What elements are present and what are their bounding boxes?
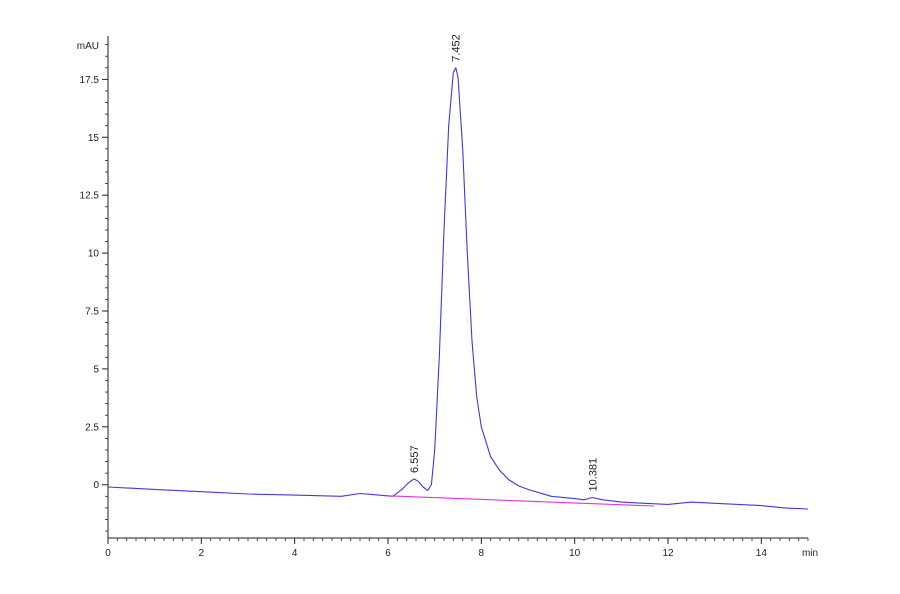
y-tick-label: 2.5	[85, 422, 99, 433]
x-tick-label: 12	[662, 548, 674, 559]
peak-label: 10.381	[587, 458, 599, 492]
x-tick-label: 8	[479, 548, 485, 559]
peak-label: 7.452	[451, 34, 463, 62]
y-tick-label: 7.5	[85, 307, 99, 318]
x-tick-label: 6	[385, 548, 391, 559]
y-tick-label: 17.5	[80, 75, 100, 86]
x-unit-label: min	[802, 548, 818, 559]
x-tick-label: 4	[292, 548, 298, 559]
peak-label: 6.557	[409, 445, 421, 473]
y-tick-label: 0	[93, 480, 99, 491]
y-unit-label: mAU	[77, 41, 99, 52]
axes: 0 2 4 6 8 10 12 14 min 0 2.5 5 7.5 10 12.5 15 17.5 mAU	[77, 36, 818, 559]
x-tick-label: 10	[569, 548, 581, 559]
y-tick-label: 12.5	[80, 191, 100, 202]
x-tick-label: 14	[756, 548, 768, 559]
y-tick-label: 15	[88, 133, 100, 144]
signal-trace	[107, 67, 809, 510]
labels: 6.557 7.452 10.381	[409, 34, 599, 491]
y-tick-label: 10	[88, 249, 100, 260]
x-tick-label: 0	[105, 548, 111, 559]
y-tick-label: 5	[93, 364, 99, 375]
x-tick-label: 2	[199, 548, 205, 559]
plot-area	[107, 67, 809, 510]
baseline-trace	[387, 495, 655, 507]
